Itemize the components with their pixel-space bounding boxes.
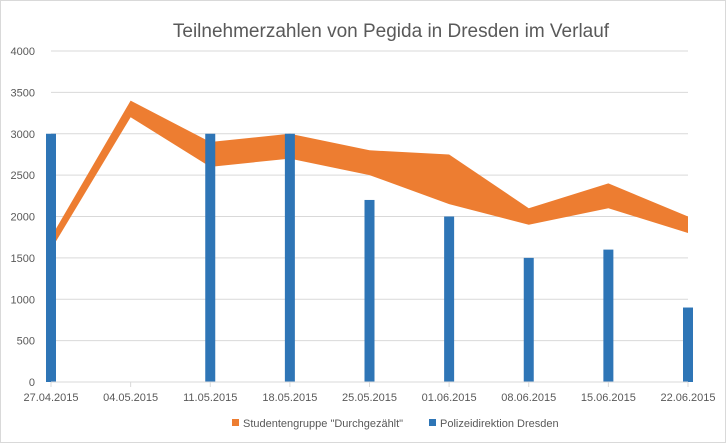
x-tick-label: 27.04.2015 (23, 392, 78, 404)
range-area-series (51, 100, 688, 250)
legend-label-polizeidirektion: Polizeidirektion Dresden (440, 418, 559, 430)
x-tick-label: 08.06.2015 (501, 392, 556, 404)
axes: 0 500 1000 1500 2000 2500 3000 3500 4000 27.04.20… (11, 46, 716, 404)
y-tick-label: 3000 (11, 129, 35, 141)
y-tick-label: 4000 (11, 46, 35, 58)
legend-swatch-studentengruppe (232, 419, 239, 426)
y-tick-label: 1000 (11, 294, 35, 306)
x-tick-label: 25.05.2015 (342, 392, 397, 404)
y-tick-label: 2500 (11, 170, 35, 182)
y-tick-label: 1500 (11, 253, 35, 265)
bar (523, 257, 534, 382)
x-tick-label: 15.06.2015 (581, 392, 636, 404)
bar-series (46, 133, 693, 382)
y-tick-label: 2000 (11, 212, 35, 224)
legend-label-studentengruppe: Studentengruppe "Durchgezählt" (243, 418, 403, 430)
y-tick-label: 3500 (11, 87, 35, 99)
x-tick-label: 11.05.2015 (183, 392, 237, 404)
range-area-band (51, 100, 688, 250)
bar (444, 216, 455, 382)
bar (603, 249, 614, 382)
chart-title: Teilnehmerzahlen von Pegida in Dresden i… (173, 21, 610, 42)
bar (364, 199, 375, 382)
x-tick-label: 22.06.2015 (660, 392, 715, 404)
legend-swatch-polizeidirektion (429, 419, 436, 426)
x-tick-label: 04.05.2015 (103, 392, 158, 404)
y-tick-label: 0 (29, 377, 35, 389)
y-tick-label: 500 (17, 336, 35, 348)
bar (284, 133, 295, 382)
legend: Studentengruppe "Durchgezählt" Polizeidi… (232, 418, 559, 430)
x-tick-label: 18.05.2015 (262, 392, 317, 404)
bar (205, 133, 216, 382)
x-tick-label: 01.06.2015 (422, 392, 477, 404)
bar (683, 307, 693, 382)
bar (46, 133, 56, 382)
